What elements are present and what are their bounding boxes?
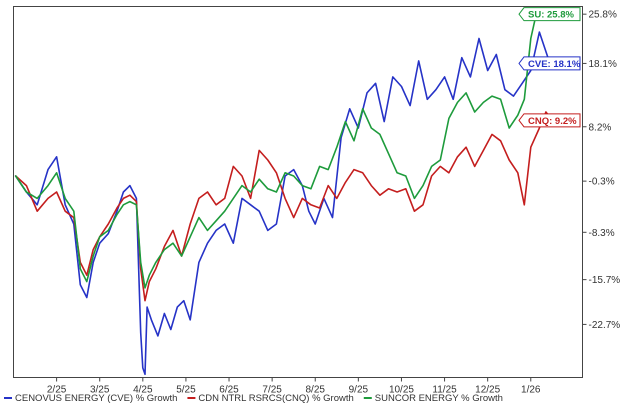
x-tick-label: 3/25 bbox=[90, 385, 110, 396]
y-tick-label: 18.1% bbox=[589, 59, 617, 70]
legend-label-cnq: CDN NTRL RSRCS(CNQ) % Growth bbox=[198, 393, 353, 404]
x-tick-label: 4/25 bbox=[133, 385, 153, 396]
x-tick-label: 7/25 bbox=[262, 385, 282, 396]
y-tick-label: -0.3% bbox=[589, 177, 615, 188]
x-tick-label: 6/25 bbox=[219, 385, 239, 396]
y-axis-ticks: -22.7% -15.7% -8.3% -0.3% 8.2% 18.1% 25.8% bbox=[582, 10, 620, 331]
y-tick-label: -15.7% bbox=[589, 275, 620, 286]
legend: CENOVUS ENERGY (CVE) % Growth CDN NTRL RS… bbox=[4, 393, 503, 404]
y-tick-label: -8.3% bbox=[589, 228, 615, 239]
callout-box-cnq bbox=[518, 113, 581, 128]
y-tick-label: 8.2% bbox=[589, 122, 612, 133]
callout-su: SU: 25.8% bbox=[518, 7, 581, 22]
x-tick-label: 8/25 bbox=[306, 385, 326, 396]
x-axis-ticks: 2/25 3/25 4/25 5/25 6/25 7/25 8/25 9/25 10/25 11/… bbox=[47, 377, 541, 396]
legend-item-cve: CENOVUS ENERGY (CVE) % Growth bbox=[4, 393, 177, 404]
plot-area-frame bbox=[13, 6, 583, 378]
x-tick-label: 11/25 bbox=[432, 385, 457, 396]
y-tick-label: 25.8% bbox=[589, 10, 617, 21]
series-line-su bbox=[14, 8, 554, 289]
series-layer bbox=[14, 8, 554, 376]
legend-label-cve: CENOVUS ENERGY (CVE) % Growth bbox=[15, 393, 177, 404]
x-tick-label: 1/26 bbox=[521, 385, 541, 396]
callout-box-su bbox=[518, 7, 581, 22]
y-tick-label: -22.7% bbox=[589, 320, 620, 331]
legend-item-cnq: CDN NTRL RSRCS(CNQ) % Growth bbox=[187, 393, 354, 404]
callout-label-cnq: CNQ: 9.2% bbox=[528, 116, 577, 127]
x-tick-label: 10/25 bbox=[389, 385, 414, 396]
callout-label-su: SU: 25.8% bbox=[528, 10, 574, 21]
legend-item-su: SUNCOR ENERGY % Growth bbox=[363, 393, 503, 404]
x-tick-label: 5/25 bbox=[176, 385, 196, 396]
callout-label-cve: CVE: 18.1% bbox=[528, 59, 581, 70]
callout-cnq: CNQ: 9.2% bbox=[518, 113, 581, 128]
legend-label-su: SUNCOR ENERGY % Growth bbox=[375, 393, 503, 404]
series-line-cnq bbox=[14, 111, 554, 302]
x-tick-label: 2/25 bbox=[47, 385, 67, 396]
callout-layer: CVE: 18.1% CNQ: 9.2% SU: 25.8% bbox=[518, 7, 581, 128]
callout-box-cve bbox=[518, 56, 581, 71]
callout-cve: CVE: 18.1% bbox=[518, 56, 581, 71]
x-tick-label: 9/25 bbox=[349, 385, 369, 396]
x-tick-label: 12/25 bbox=[475, 385, 500, 396]
